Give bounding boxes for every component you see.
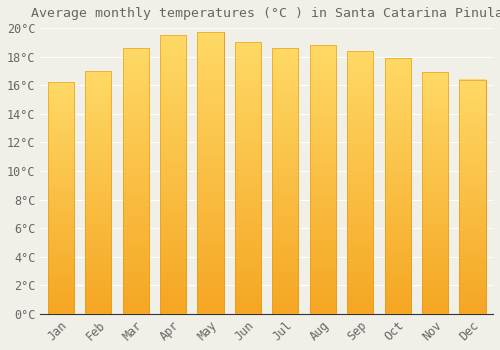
Bar [122, 48, 149, 314]
Bar [384, 58, 410, 314]
Bar [122, 48, 149, 314]
Bar [460, 79, 485, 314]
Bar [48, 82, 74, 314]
Bar [198, 32, 224, 314]
Bar [422, 72, 448, 314]
Bar [85, 71, 112, 314]
Bar [272, 48, 298, 314]
Bar [85, 71, 112, 314]
Bar [310, 45, 336, 314]
Bar [48, 82, 74, 314]
Bar [235, 42, 261, 314]
Bar [235, 42, 261, 314]
Bar [310, 45, 336, 314]
Bar [198, 32, 224, 314]
Bar [272, 48, 298, 314]
Bar [160, 35, 186, 314]
Bar [347, 51, 374, 314]
Bar [422, 72, 448, 314]
Title: Average monthly temperatures (°C ) in Santa Catarina Pinula: Average monthly temperatures (°C ) in Sa… [30, 7, 500, 20]
Bar [160, 35, 186, 314]
Bar [384, 58, 410, 314]
Bar [347, 51, 374, 314]
Bar [460, 79, 485, 314]
